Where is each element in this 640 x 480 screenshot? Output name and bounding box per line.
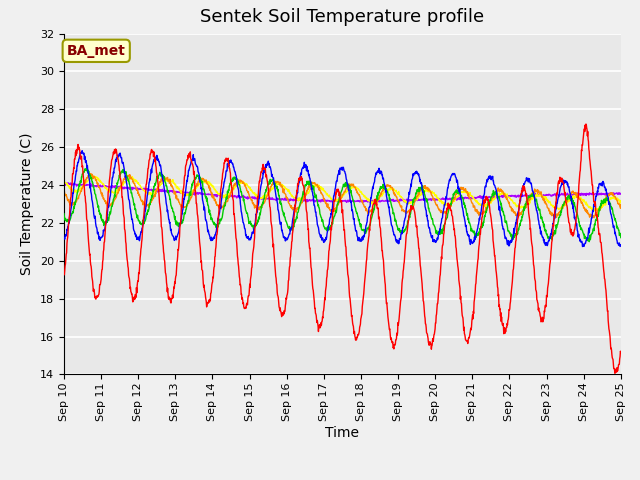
Text: BA_met: BA_met [67, 44, 125, 58]
X-axis label: Time: Time [325, 426, 360, 440]
Legend: -10cm, -20cm, -30cm, -40cm, -50cm, -60cm: -10cm, -20cm, -30cm, -40cm, -50cm, -60cm [62, 477, 623, 480]
Y-axis label: Soil Temperature (C): Soil Temperature (C) [20, 133, 35, 275]
Title: Sentek Soil Temperature profile: Sentek Soil Temperature profile [200, 9, 484, 26]
